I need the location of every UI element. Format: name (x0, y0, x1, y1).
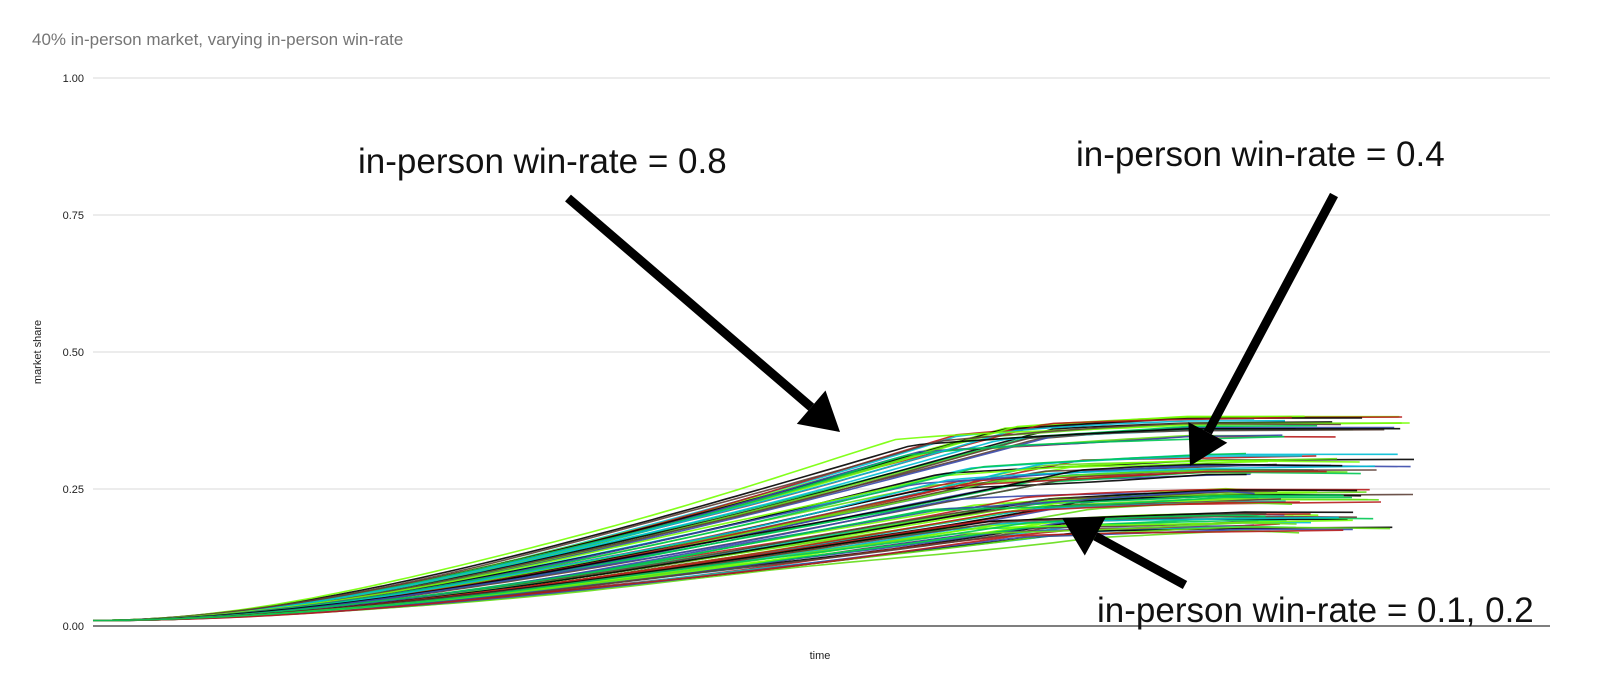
y-axis-label: market share (32, 320, 44, 384)
series-line-winrate-0.8-18 (92, 419, 1286, 622)
y-tick-label: 1.00 (63, 73, 84, 85)
y-tick-label: 0.75 (63, 210, 84, 222)
arrow-shaft-0 (565, 194, 815, 411)
chart-title: 40% in-person market, varying in-person … (32, 30, 403, 49)
annotation-win-rate-0.8: in-person win-rate = 0.8 (358, 142, 727, 181)
annotation-win-rate-0.4: in-person win-rate = 0.4 (1076, 135, 1445, 174)
y-tick-labels: 0.00 0.25 0.50 0.75 1.00 (63, 73, 84, 633)
arrow-shaft-2 (1093, 532, 1188, 589)
series-line-winrate-0.1-22 (93, 529, 1344, 622)
x-axis-label: time (810, 650, 831, 662)
series-line-winrate-0.4-21 (93, 463, 1343, 622)
arrow-head-0 (796, 390, 840, 432)
series-line-winrate-0.2-21 (93, 496, 1353, 622)
series-line-winrate-0.4-14 (92, 459, 1360, 622)
annotation-arrows (565, 192, 1338, 589)
y-tick-label: 0.00 (63, 621, 84, 633)
series-line-winrate-0.8-20 (93, 422, 1410, 622)
series-lines (92, 415, 1415, 622)
y-tick-label: 0.50 (63, 347, 84, 359)
series-line-winrate-0.1-23 (93, 514, 1266, 622)
arrow-shaft-1 (1203, 192, 1338, 435)
arrow-head-1 (1188, 422, 1228, 466)
annotation-win-rate-0.1-0.2: in-person win-rate = 0.1, 0.2 (1097, 591, 1534, 630)
y-tick-label: 0.25 (63, 484, 84, 496)
gridlines (93, 77, 1550, 627)
series-line-winrate-0.8-21 (92, 422, 1341, 622)
arrow-head-2 (1062, 516, 1106, 556)
annotations: in-person win-rate = 0.8 in-person win-r… (358, 135, 1534, 630)
